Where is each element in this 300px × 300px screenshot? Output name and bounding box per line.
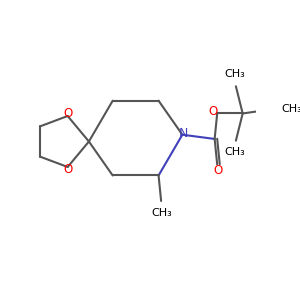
Text: CH₃: CH₃ <box>281 104 300 114</box>
Text: O: O <box>63 107 72 120</box>
Text: O: O <box>213 164 223 177</box>
Text: N: N <box>178 127 188 140</box>
Text: O: O <box>63 163 72 176</box>
Text: CH₃: CH₃ <box>225 70 245 80</box>
Text: O: O <box>208 105 218 118</box>
Text: CH₃: CH₃ <box>152 208 172 218</box>
Text: CH₃: CH₃ <box>225 148 245 158</box>
